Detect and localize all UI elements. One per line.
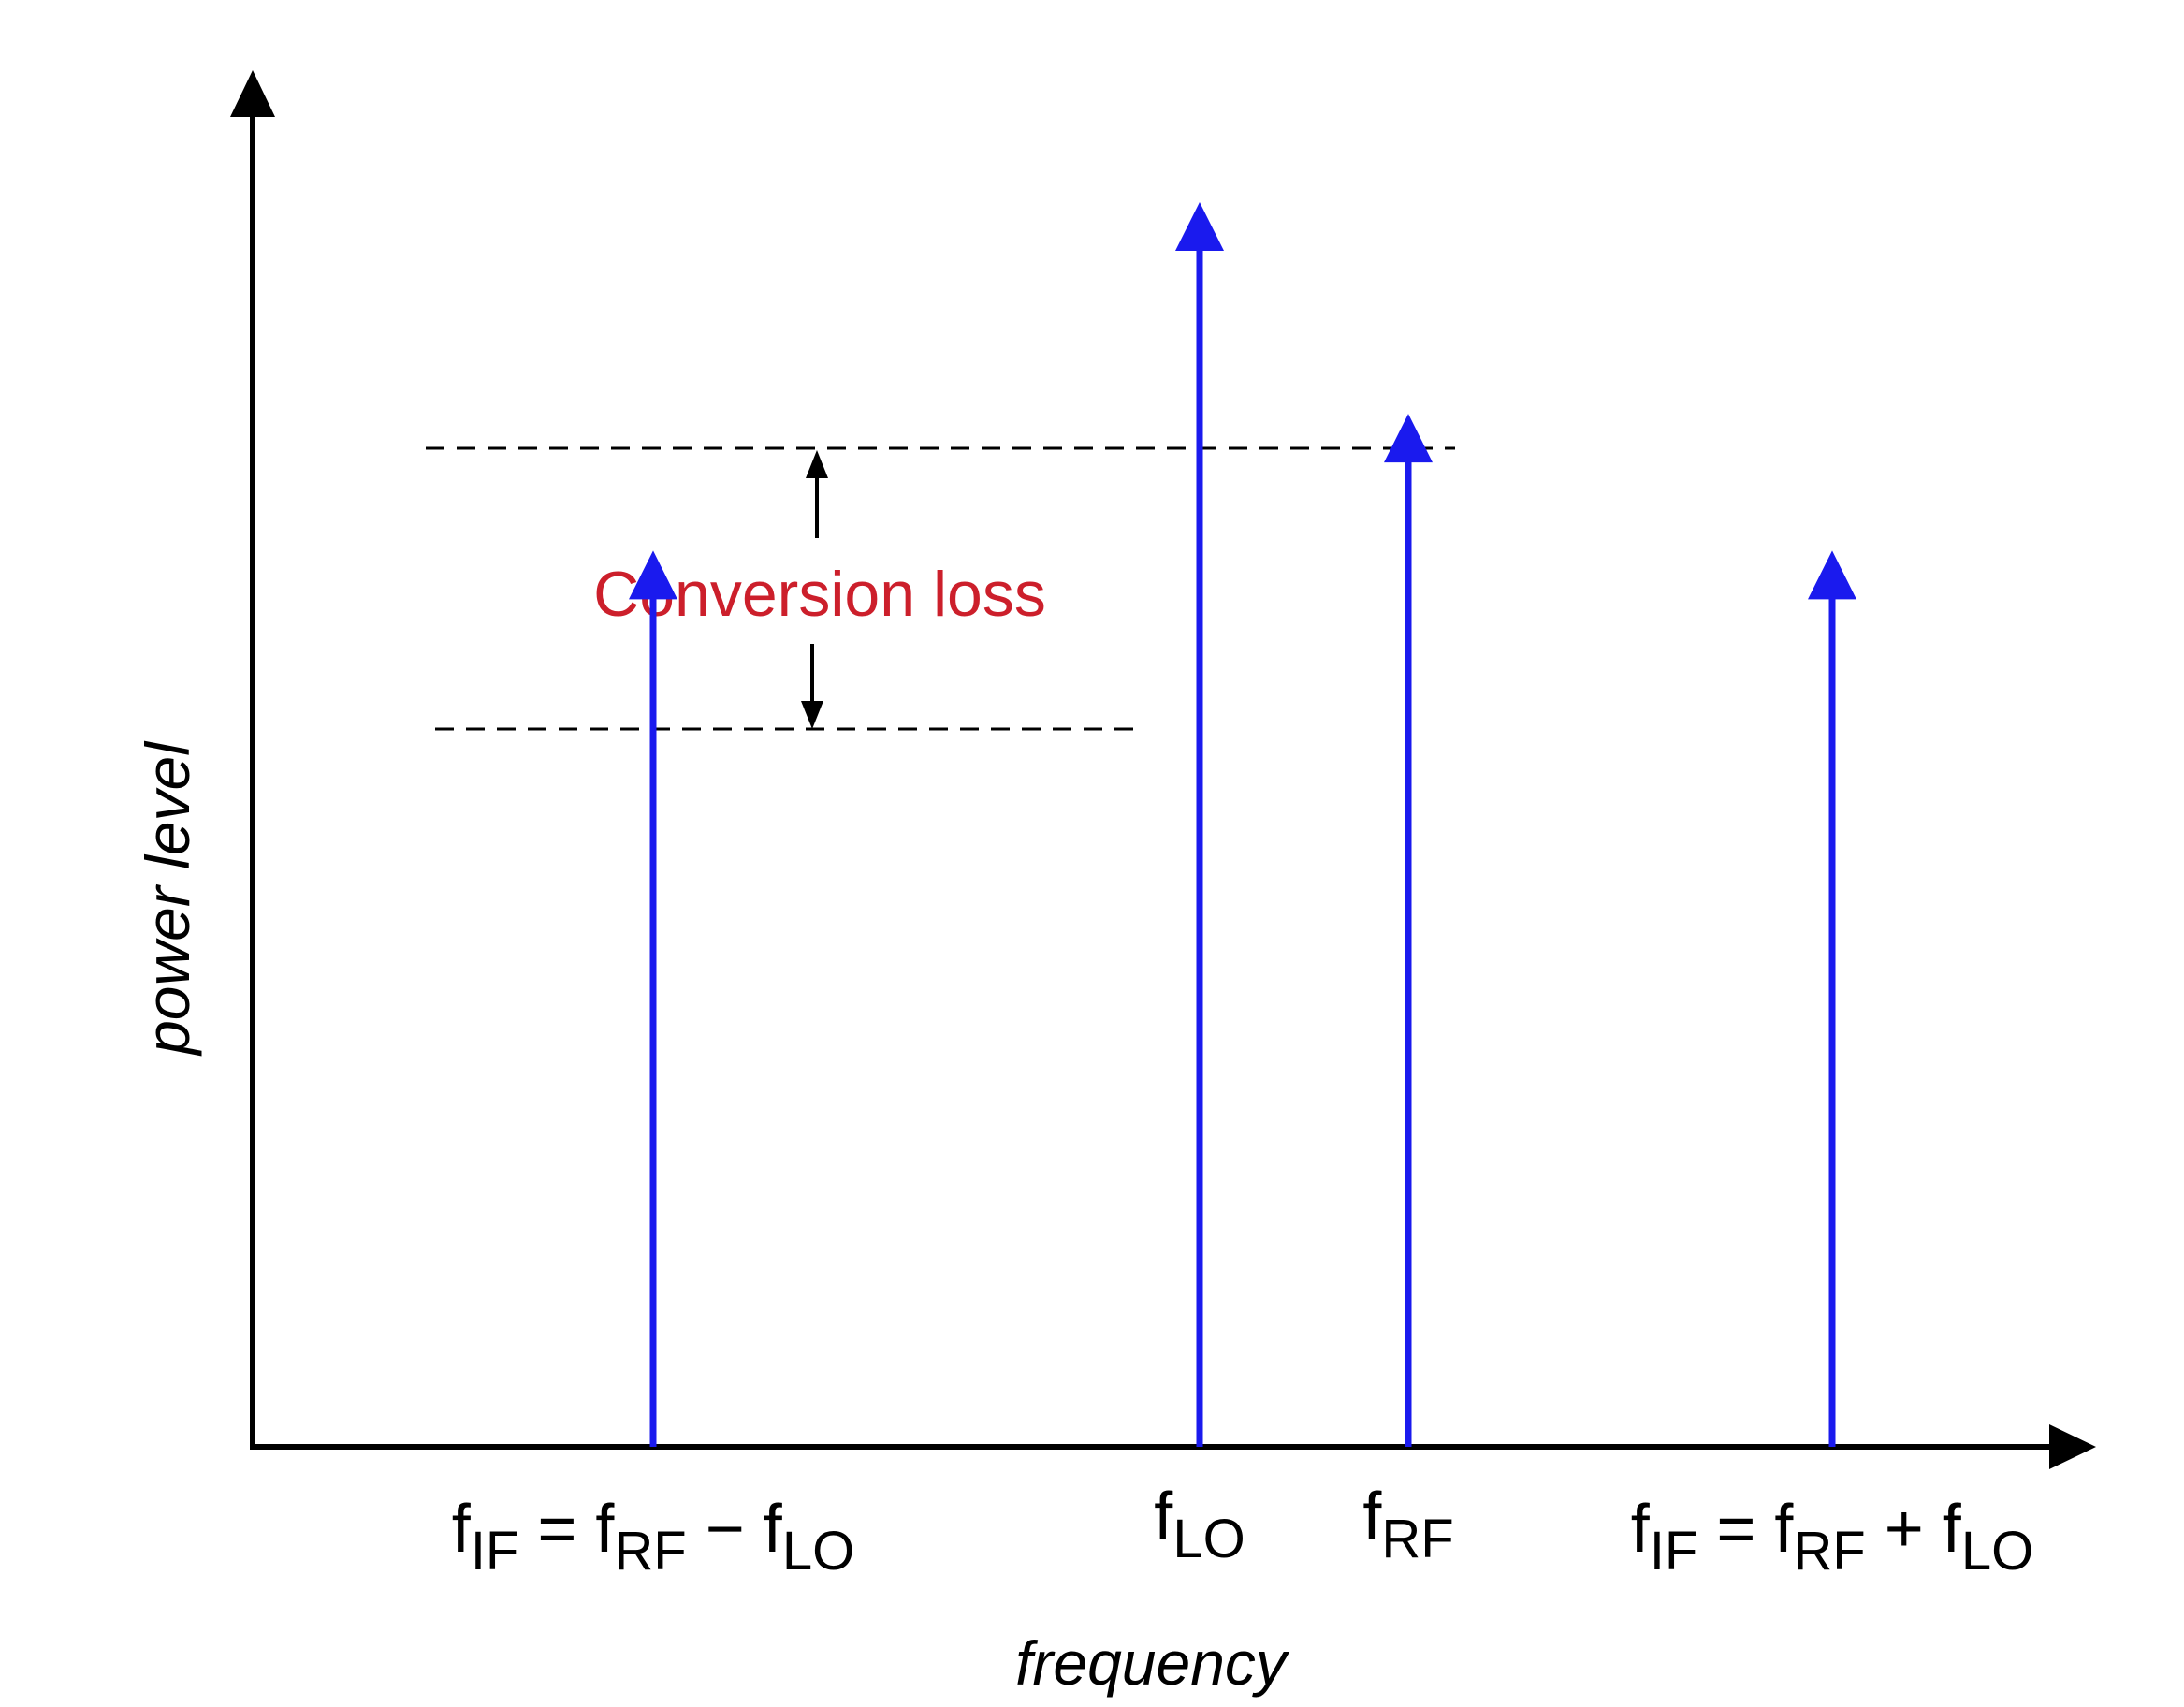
label-subscript: LO xyxy=(782,1521,854,1582)
signal-arrow-if-sum xyxy=(1808,550,1856,1447)
label-symbol: f xyxy=(1631,1492,1651,1567)
label-symbol: f xyxy=(1362,1480,1382,1554)
signal-components xyxy=(629,202,1856,1447)
signal-arrow-if-difference xyxy=(629,550,677,1447)
down-arrowhead xyxy=(801,701,823,729)
label-operator-part: = f xyxy=(1697,1492,1794,1567)
label-subscript: LO xyxy=(1172,1509,1245,1569)
signal-arrowhead-if-sum xyxy=(1808,550,1856,600)
label-symbol: f xyxy=(452,1492,472,1567)
y-axis-arrowhead xyxy=(230,70,275,117)
label-subscript: RF xyxy=(1381,1509,1453,1569)
axes xyxy=(230,70,2096,1469)
label-operator-part: + f xyxy=(1866,1492,1962,1567)
label-operator-part: − f xyxy=(687,1492,783,1567)
conversion-loss-marker xyxy=(801,450,828,729)
label-subscript: RF xyxy=(1793,1521,1865,1582)
label-symbol: f xyxy=(1154,1480,1173,1554)
frequency-label-if-sum: fIF = fRF + fLO xyxy=(1631,1492,2033,1582)
signal-arrowhead-rf xyxy=(1384,414,1433,463)
signal-arrow-lo xyxy=(1175,202,1224,1447)
x-axis-arrowhead xyxy=(2049,1424,2096,1469)
x-axis-title: frequency xyxy=(1015,1628,1290,1698)
frequency-label-lo: fLO xyxy=(1154,1480,1245,1569)
label-subscript: IF xyxy=(471,1521,519,1582)
label-subscript: RF xyxy=(614,1521,686,1582)
signal-arrow-rf xyxy=(1384,414,1433,1447)
frequency-labels: fIF = fRF − fLO fLO fRF fIF = fRF + fLO xyxy=(452,1480,2033,1582)
label-subscript: LO xyxy=(1961,1521,2033,1582)
signal-arrowhead-lo xyxy=(1175,202,1224,251)
y-axis-title: power level xyxy=(133,740,202,1057)
frequency-label-if-difference: fIF = fRF − fLO xyxy=(452,1492,854,1582)
signal-arrowhead-if-difference xyxy=(629,550,677,600)
up-arrowhead xyxy=(806,450,828,478)
frequency-label-rf: fRF xyxy=(1362,1480,1453,1569)
label-subscript: IF xyxy=(1650,1521,1698,1582)
label-operator-part: = f xyxy=(518,1492,615,1567)
